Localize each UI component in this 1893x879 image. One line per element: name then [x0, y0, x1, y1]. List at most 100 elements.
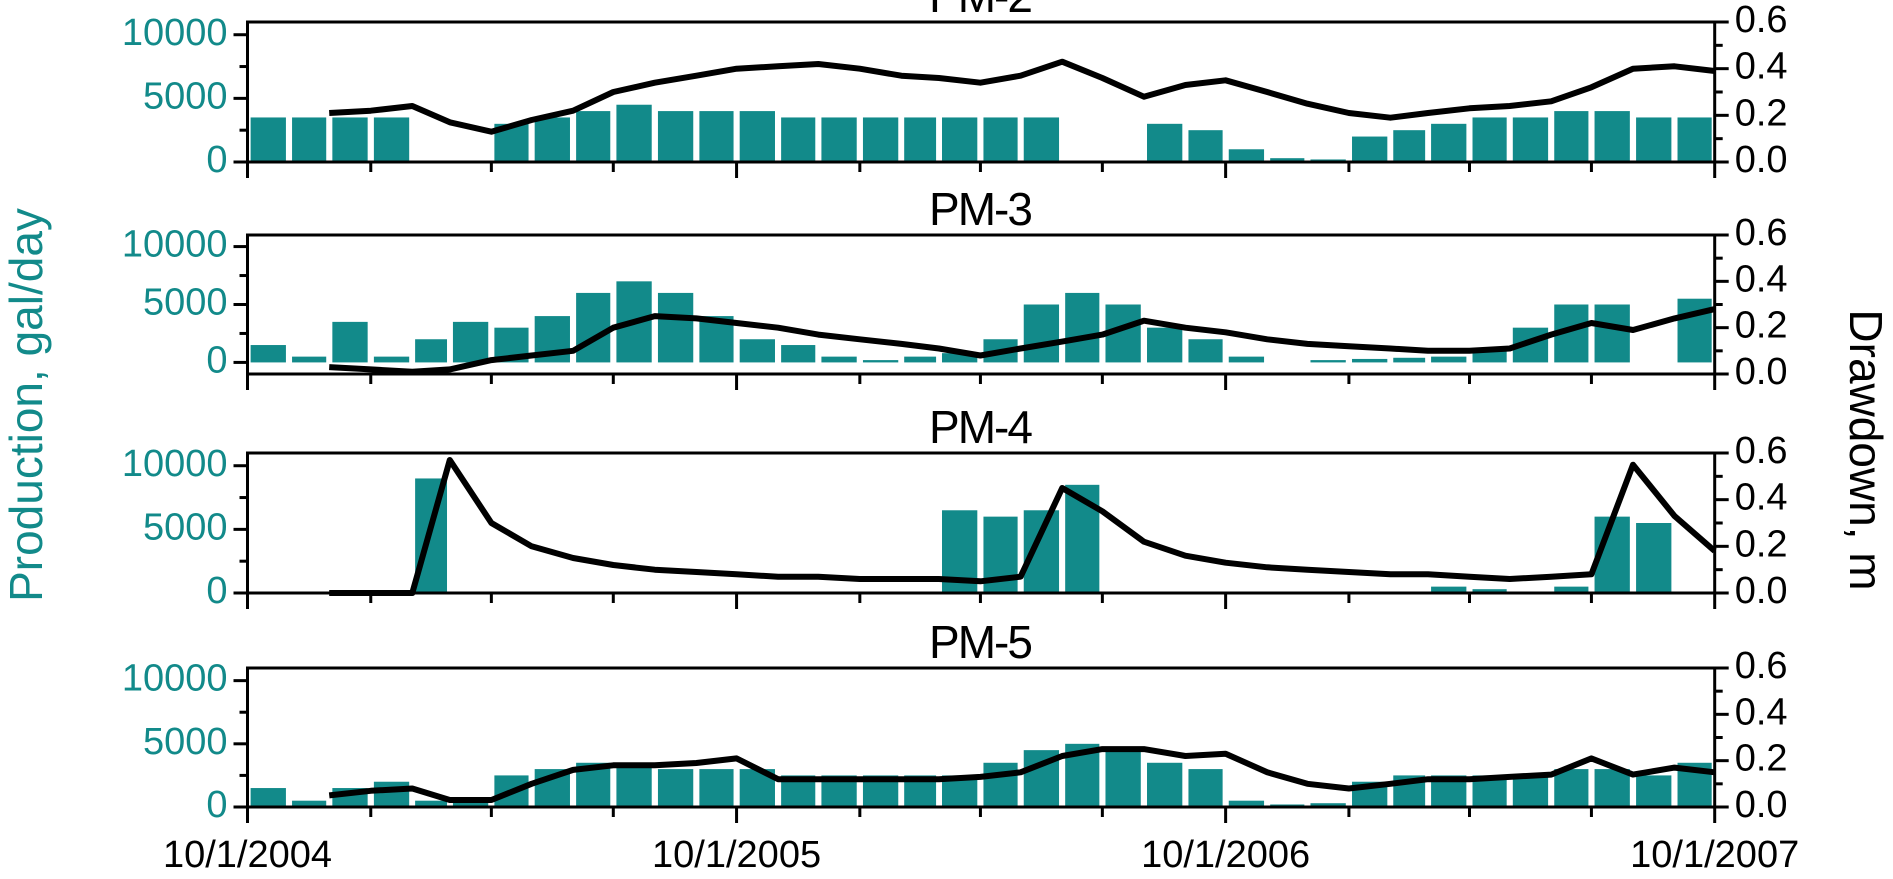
- production-bar: [781, 345, 816, 363]
- y2-tick-label: 0.4: [1735, 258, 1788, 300]
- production-bar: [1594, 111, 1630, 162]
- production-bar: [415, 800, 448, 807]
- production-bar: [1554, 769, 1589, 807]
- production-bar: [657, 769, 694, 807]
- panel-title: PM-5: [929, 616, 1031, 668]
- y-tick-label: 0: [206, 784, 227, 826]
- production-bar: [373, 781, 410, 807]
- y-tick-label: 0: [206, 139, 227, 181]
- production-bar: [1228, 356, 1265, 363]
- production-bar: [292, 117, 327, 162]
- production-bar: [1147, 123, 1183, 162]
- production-bar: [332, 117, 368, 162]
- production-bar: [904, 356, 937, 363]
- production-bar: [1352, 358, 1388, 363]
- y-tick-label: 10000: [122, 443, 228, 485]
- panel: PM-5 0 5000 10000 0.00.2 0.40.6 10/1/2004 10/1/…: [122, 616, 1799, 876]
- y2-tick-label: 0.6: [1735, 0, 1788, 41]
- y2-tick-label: 0.6: [1735, 645, 1788, 687]
- production-bar: [983, 117, 1018, 162]
- production-bar: [942, 117, 978, 162]
- production-bar: [1228, 800, 1265, 807]
- production-bar: [1636, 523, 1672, 593]
- production-bar: [1188, 769, 1223, 807]
- x-tick-label: 10/1/2007: [1630, 834, 1799, 876]
- production-bar: [657, 111, 694, 162]
- y2-tick-label: 0.2: [1735, 523, 1788, 565]
- production-bar: [1472, 589, 1507, 593]
- panel: PM-2 0 5000 10000 0.0 0.20.4 0.6: [122, 0, 1788, 181]
- production-bar: [904, 117, 937, 162]
- y-axis-label: Production, gal/day: [0, 208, 52, 602]
- y-tick-label: 5000: [143, 721, 228, 763]
- y2-tick-label: 0.0: [1735, 139, 1788, 181]
- production-bar: [250, 788, 286, 807]
- production-bar: [1310, 803, 1346, 807]
- production-bar: [821, 356, 857, 363]
- drawdown-line: [329, 306, 1716, 375]
- production-bar: [1147, 327, 1183, 363]
- y2-tick-label: 0.4: [1735, 477, 1788, 519]
- production-bar: [862, 117, 899, 162]
- y2-tick-label: 0.0: [1735, 784, 1788, 826]
- y2-tick-label: 0.2: [1735, 738, 1788, 780]
- production-bar: [1431, 123, 1467, 162]
- production-bar: [292, 800, 327, 807]
- drawdown-line: [329, 58, 1716, 135]
- production-bar: [862, 360, 899, 363]
- y2-tick-label: 0.2: [1735, 92, 1788, 134]
- production-bar: [1594, 304, 1630, 363]
- production-bar: [1023, 304, 1060, 363]
- production-bar: [1393, 357, 1426, 363]
- production-bar: [1472, 117, 1507, 162]
- production-bar: [1512, 117, 1549, 162]
- production-bar: [1065, 292, 1100, 363]
- production-bar: [1188, 339, 1223, 363]
- production-bar: [1677, 117, 1712, 162]
- production-bar: [1512, 775, 1549, 807]
- y-tick-label: 5000: [143, 506, 228, 548]
- production-bar: [1472, 350, 1507, 363]
- x-tick-label: 10/1/2006: [1141, 834, 1310, 876]
- production-bar: [1310, 360, 1346, 363]
- production-bar: [1594, 769, 1630, 807]
- production-bar: [373, 356, 410, 363]
- panel: PM-3 0 5000 10000 0.00.2 0.40.6: [122, 183, 1788, 393]
- production-bar: [250, 117, 286, 162]
- y-tick-label: 5000: [143, 282, 228, 324]
- production-bar: [250, 345, 286, 363]
- plot-frame: [246, 451, 1717, 595]
- production-bar: [1393, 130, 1426, 162]
- x-tick-label: 10/1/2005: [652, 834, 821, 876]
- production-bar: [1228, 149, 1265, 162]
- production-bar: [1636, 775, 1672, 807]
- production-bar: [1431, 586, 1467, 593]
- production-bar: [739, 339, 775, 363]
- production-bar: [373, 117, 410, 162]
- production-bar: [576, 292, 611, 363]
- production-bar: [983, 762, 1018, 807]
- production-bar: [1554, 111, 1589, 162]
- production-bar: [821, 117, 857, 162]
- production-bar: [1270, 158, 1305, 162]
- production-bar: [415, 339, 448, 363]
- production-bar: [699, 111, 734, 162]
- production-bar: [452, 321, 489, 363]
- production-bar: [1105, 750, 1141, 807]
- production-bar: [1147, 762, 1183, 807]
- production-bar: [1554, 586, 1589, 593]
- production-bar: [616, 762, 652, 807]
- production-bar: [1023, 510, 1060, 593]
- production-bar: [1431, 356, 1467, 363]
- y-tick-label: 10000: [122, 658, 228, 700]
- production-bar: [1636, 117, 1672, 162]
- y-tick-label: 5000: [143, 75, 228, 117]
- y2-tick-label: 0.4: [1735, 46, 1788, 88]
- y2-tick-label: 0.0: [1735, 351, 1788, 393]
- production-bar: [1023, 117, 1060, 162]
- production-bar: [1188, 130, 1223, 162]
- y2-tick-label: 0.0: [1735, 570, 1788, 612]
- production-bar: [781, 117, 816, 162]
